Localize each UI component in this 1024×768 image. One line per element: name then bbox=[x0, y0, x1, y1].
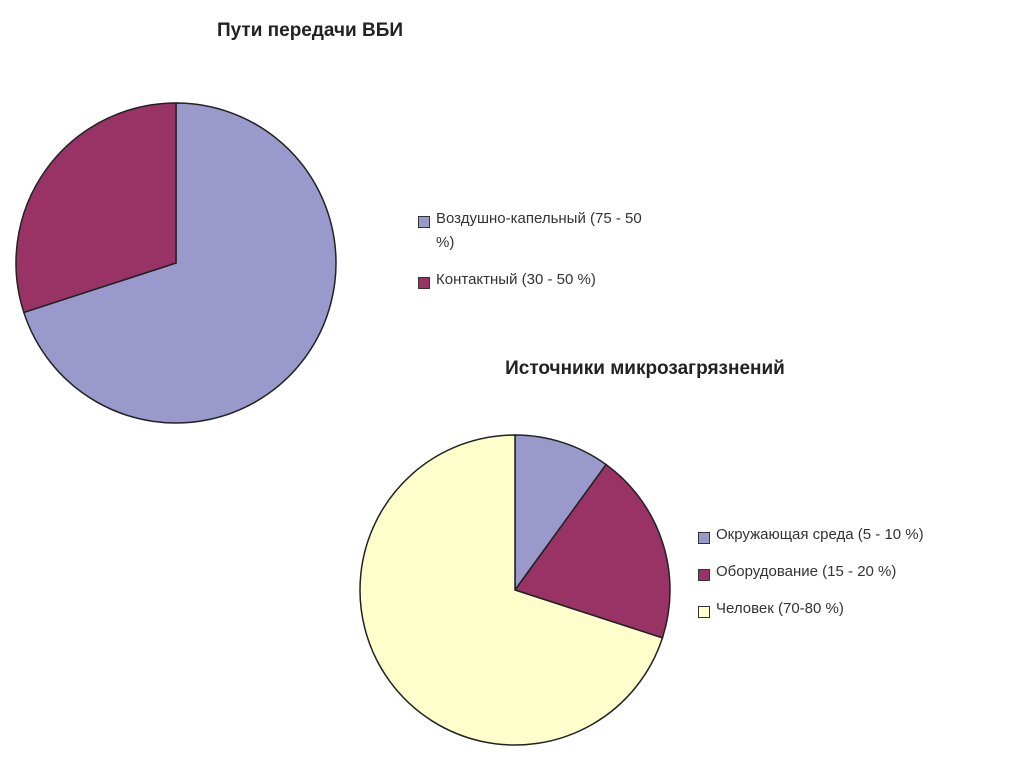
legend-label: Человек (70-80 %) bbox=[716, 600, 844, 617]
pie-slice bbox=[514, 434, 608, 593]
pie-slice bbox=[22, 102, 337, 424]
pie-slice bbox=[513, 463, 671, 639]
legend-item: Воздушно-капельный (75 - 50 %) bbox=[418, 210, 658, 255]
chart-title: Пути передачи ВБИ bbox=[216, 20, 404, 41]
legend-item: Контактный (30 - 50 %) bbox=[418, 271, 658, 292]
pie-slice bbox=[15, 102, 177, 314]
legend-item: Оборудование (15 - 20 %) bbox=[698, 563, 1024, 584]
legend: Окружающая среда (5 - 10 %) Оборудование … bbox=[698, 526, 1024, 639]
legend-label: Контактный (30 - 50 %) bbox=[436, 271, 596, 288]
legend-swatch bbox=[418, 216, 430, 228]
legend-swatch bbox=[698, 532, 710, 544]
legend-swatch bbox=[698, 569, 710, 581]
chart-title: Источники микрозагрязнений bbox=[505, 358, 785, 379]
legend-label: Оборудование (15 - 20 %) bbox=[716, 563, 897, 580]
legend-label: Воздушно-капельный (75 - 50 %) bbox=[436, 210, 642, 251]
legend-swatch bbox=[418, 277, 430, 289]
legend-label: Окружающая среда (5 - 10 %) bbox=[716, 526, 924, 543]
pie-slice bbox=[359, 434, 664, 746]
legend-item: Окружающая среда (5 - 10 %) bbox=[698, 526, 1024, 547]
legend: Воздушно-капельный (75 - 50 %) Контактный… bbox=[418, 210, 658, 310]
legend-swatch bbox=[698, 606, 710, 618]
legend-item: Человек (70-80 %) bbox=[698, 600, 1024, 621]
